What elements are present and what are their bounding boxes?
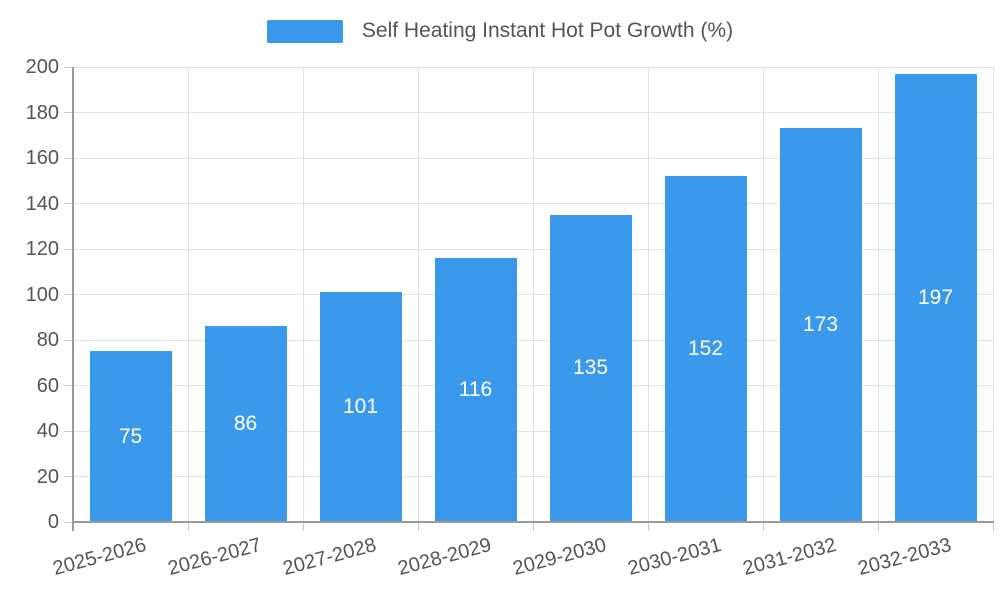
gridline-v [992,67,994,522]
gridline-v [877,67,879,522]
bar-value-label: 86 [233,412,258,436]
y-axis-tick [64,112,73,113]
bar-2030-2031[interactable] [664,176,747,522]
gridline-v [302,67,304,522]
bar-value-label: 116 [458,378,493,402]
y-axis-tick [64,203,73,204]
y-axis-tick-label: 140 [25,192,59,215]
bar-2031-2032[interactable] [779,128,862,522]
y-axis-tick [64,248,73,250]
x-axis-tick [647,522,649,531]
bar-value-label: 135 [572,356,609,380]
y-axis-tick-label: 20 [36,465,59,488]
x-axis-tick [992,522,994,531]
y-axis-tick-label: 0 [47,511,59,533]
gridline-v [762,67,764,522]
y-axis-tick [64,476,73,477]
y-axis-tick [64,157,73,159]
gridline-v [532,67,534,522]
bar-2027-2028[interactable] [319,292,402,522]
x-axis-tick [762,522,764,531]
y-axis-tick-label: 120 [25,238,59,260]
x-axis-tick [877,522,879,531]
bar-value-label: 173 [802,313,839,337]
bar-2025-2026[interactable] [89,351,172,522]
bar-value-label: 197 [917,285,954,309]
y-axis-tick-label: 160 [25,147,59,169]
bar-2028-2029[interactable] [434,258,517,522]
y-axis-tick-label: 180 [25,101,59,124]
x-axis-tick [532,522,534,531]
x-axis-tick [187,522,189,531]
legend-label: Self Heating Instant Hot Pot Growth (%) [361,19,734,42]
y-axis-tick-label: 60 [36,374,59,397]
bar-2029-2030[interactable] [549,214,632,522]
gridline-v [647,67,649,522]
bar-2026-2027[interactable] [204,326,287,522]
gridline-v [417,67,419,522]
y-axis-tick [64,385,73,386]
legend-swatch [266,19,343,43]
bar-2032-2033[interactable] [894,73,977,522]
x-axis-line [72,521,994,523]
y-axis-tick [64,294,73,295]
gridline-v [187,67,189,522]
y-axis-tick-label: 200 [25,56,59,78]
y-axis-tick [64,66,73,68]
y-axis-line [72,67,74,531]
bar-value-label: 101 [342,395,379,419]
x-axis-tick [302,522,304,531]
legend-item[interactable]: Self Heating Instant Hot Pot Growth (%) [0,17,1000,45]
bar-value-label: 75 [118,424,143,448]
bar-value-label: 152 [687,337,724,361]
y-axis-tick [64,430,73,432]
y-axis-tick [64,339,73,341]
y-axis-tick-label: 100 [25,283,59,306]
y-axis-tick-label: 80 [36,329,59,351]
y-axis-tick [64,521,73,523]
y-axis-tick-label: 40 [36,420,59,442]
x-axis-tick [417,522,419,531]
